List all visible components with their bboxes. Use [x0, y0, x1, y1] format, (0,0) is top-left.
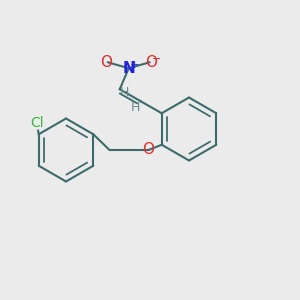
- Text: O: O: [142, 142, 154, 158]
- Text: O: O: [100, 55, 112, 70]
- Text: O: O: [145, 55, 157, 70]
- Text: +: +: [129, 60, 139, 70]
- Text: H: H: [120, 86, 129, 99]
- Text: Cl: Cl: [30, 116, 44, 130]
- Text: H: H: [130, 101, 140, 114]
- Text: −: −: [152, 54, 161, 64]
- Text: N: N: [122, 61, 135, 76]
